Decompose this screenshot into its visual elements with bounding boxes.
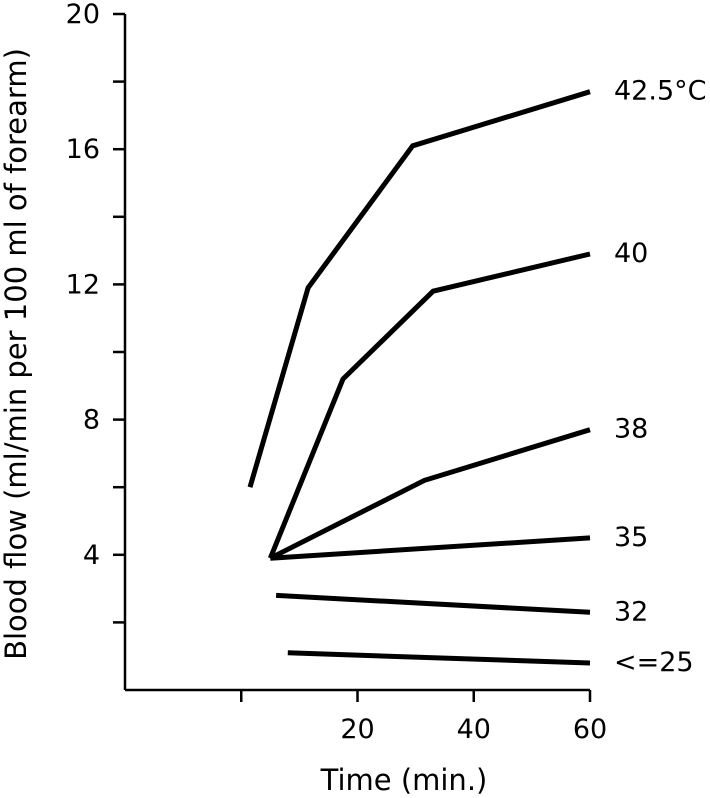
- series-line-5: [287, 650, 591, 666]
- series-lines: [247, 89, 591, 666]
- x-tick-label: 40: [457, 714, 491, 745]
- series-line-3: [270, 535, 591, 561]
- tick-labels: 4 8 12 16 20 20 40 60: [66, 0, 608, 745]
- y-axis-title: Blood flow (ml/min per 100 ml of forearm…: [0, 48, 33, 660]
- series-label: 35: [614, 522, 648, 553]
- series-line-1: [267, 251, 591, 560]
- series-label: <=25: [614, 647, 694, 678]
- series-label: 38: [614, 414, 648, 445]
- series-line-2: [269, 427, 591, 561]
- series-labels: 42.5°C 40 38 35 32 <=25: [614, 76, 706, 678]
- series-line-0: [247, 89, 591, 488]
- x-axis-title: Time (min.): [320, 763, 488, 797]
- x-tick-label: 20: [340, 714, 374, 745]
- y-tick-label: 16: [66, 134, 100, 165]
- y-tick-label: 20: [66, 0, 100, 30]
- y-tick-label: 8: [83, 405, 100, 436]
- series-line-4: [275, 592, 591, 615]
- series-label: 32: [614, 596, 648, 627]
- x-tick-label: 60: [573, 714, 607, 745]
- y-tick-label: 12: [66, 269, 100, 300]
- series-label: 40: [614, 238, 648, 269]
- tick-marks: [113, 12, 592, 702]
- y-tick-label: 4: [83, 540, 100, 571]
- series-label: 42.5°C: [614, 76, 706, 107]
